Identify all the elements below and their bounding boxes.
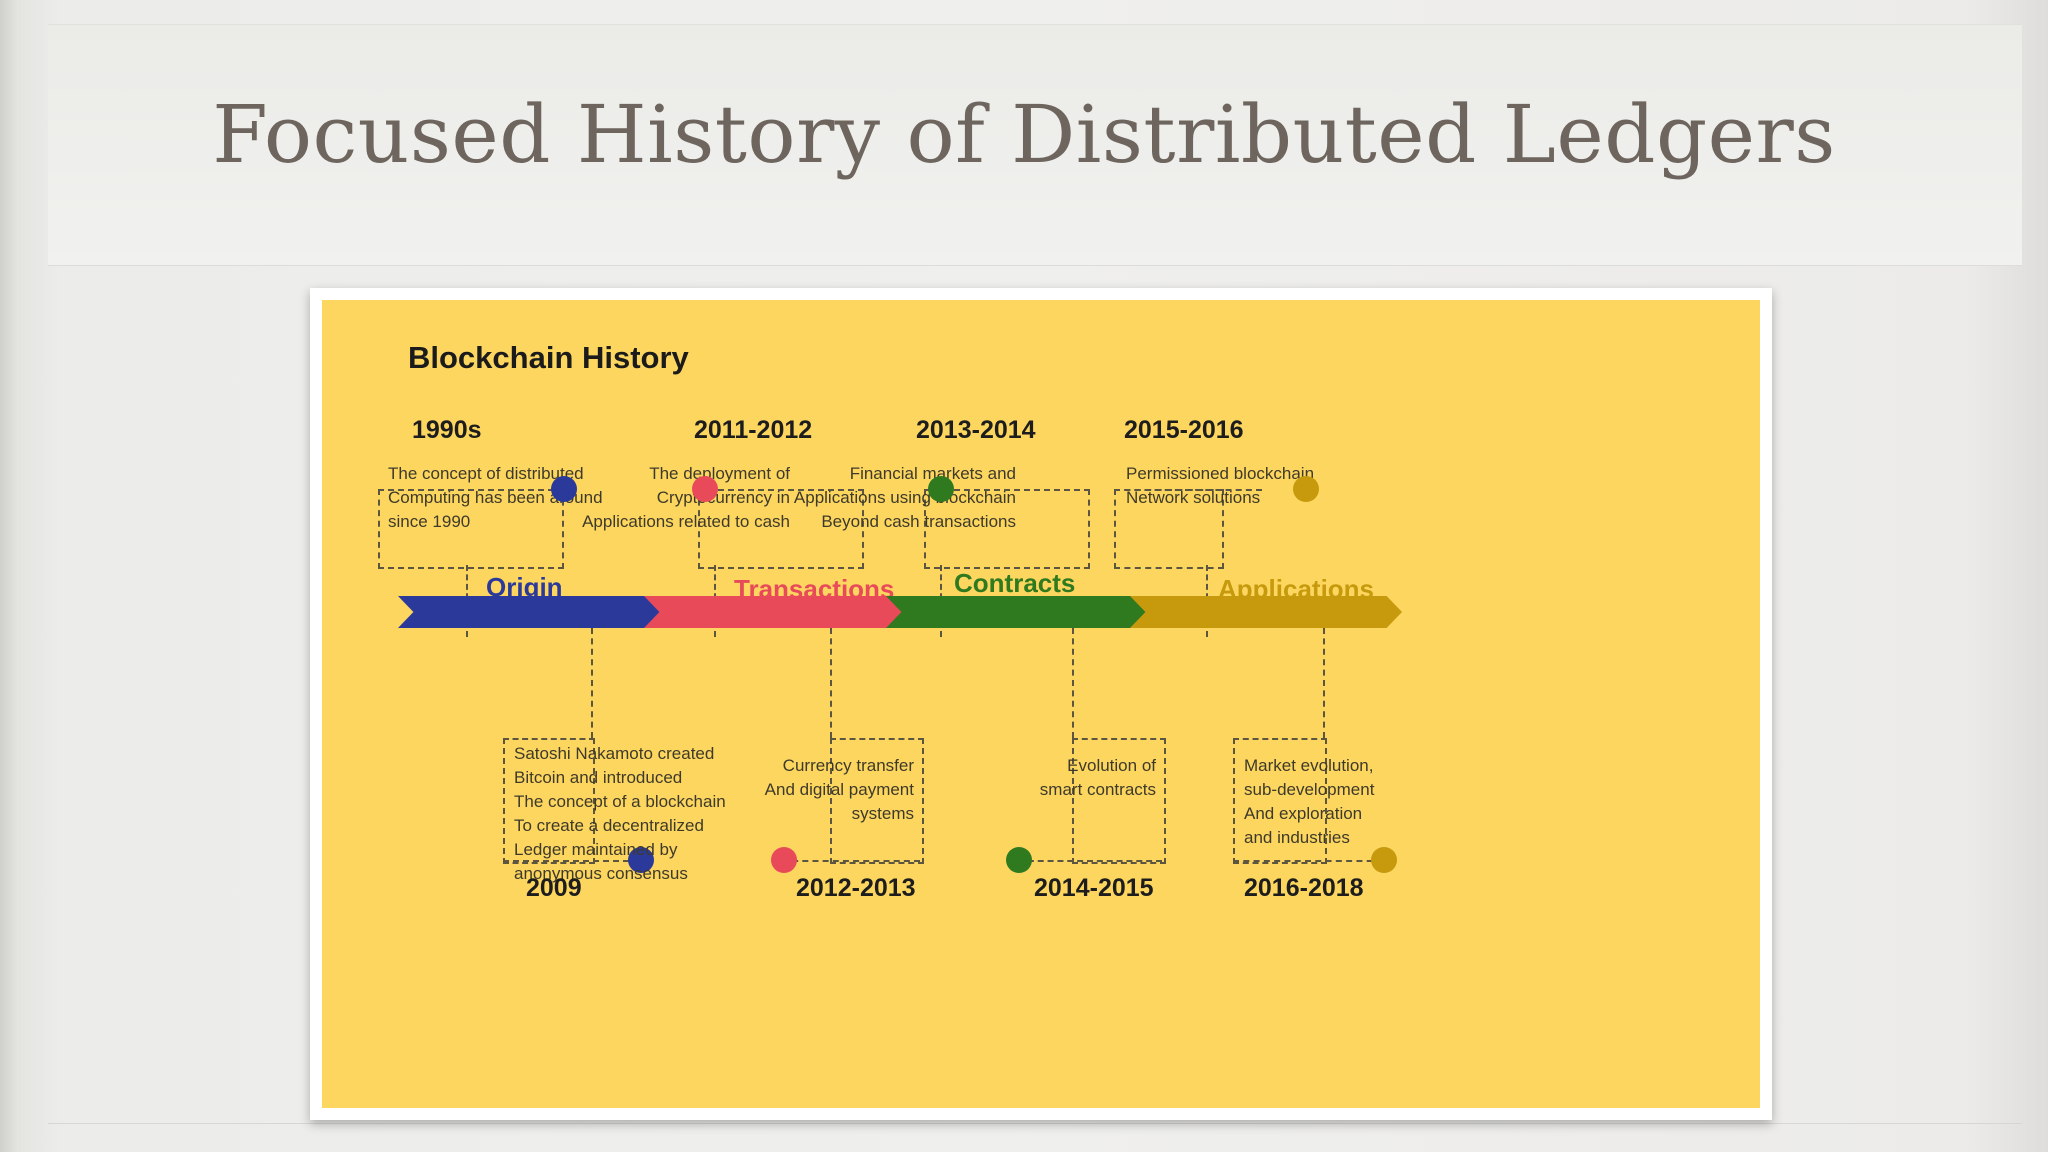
timeline-joint-2013-2014 [925, 596, 957, 628]
year-1990s: 1990s [412, 416, 482, 444]
year-2015-2016: 2015-2016 [1124, 416, 1244, 444]
desc-2016-2018: Market evolution, sub-development And ex… [1244, 756, 1375, 847]
desc-1990s: The concept of distributed Computing has… [388, 464, 603, 531]
connector-1990s-dot [378, 489, 564, 491]
connector-2013-2014 [924, 489, 1090, 569]
connector-2016-2018 [1233, 738, 1327, 864]
desc-2012-2013: Currency transfer And digital payment sy… [764, 756, 914, 823]
timeline-joint-2014-2015 [1057, 596, 1089, 628]
infographic-heading: Blockchain History [408, 340, 689, 375]
connector-2014-2015-stem [1072, 628, 1074, 738]
phase-label-contracts: Contracts [954, 568, 1076, 598]
connector-2014-2015 [1072, 738, 1166, 864]
marker-dot-2009 [628, 847, 654, 873]
desc-2013-2014: Financial markets and Applications using… [793, 464, 1016, 531]
title-band [48, 24, 2022, 266]
desc-2014-2015: Evolution of smart contracts [1039, 756, 1156, 799]
marker-dot-1990s [551, 476, 577, 502]
connector-2009-stem [591, 628, 593, 738]
timeline-joint-1990s [451, 596, 483, 628]
marker-dot-2013-2014 [928, 476, 954, 502]
connector-2009 [503, 738, 595, 864]
marker-dot-2011-2012 [692, 476, 718, 502]
marker-dot-2014-2015 [1006, 847, 1032, 873]
year-2014-2015: 2014-2015 [1034, 874, 1154, 902]
slide-title: Focused History of Distributed Ledgers [212, 88, 1836, 181]
connector-2014-2015-dot [1018, 860, 1162, 862]
year-2013-2014: 2013-2014 [916, 416, 1036, 444]
connector-2009-dot [503, 860, 639, 862]
marker-dot-2016-2018 [1371, 847, 1397, 873]
timeline-joint-2011-2012 [699, 596, 731, 628]
connector-2012-2013 [830, 738, 924, 864]
connector-2012-2013-stem [830, 628, 832, 738]
year-2011-2012: 2011-2012 [694, 416, 813, 444]
image-frame: Blockchain History 1990s 2011-2012 2013-… [310, 288, 1772, 1120]
timeline-joint-2016-2018 [1308, 596, 1340, 628]
desc-2015-2016: Permissioned blockchain Network solution… [1126, 464, 1315, 507]
year-2009: 2009 [526, 874, 582, 902]
connector-2011-2012 [698, 489, 864, 569]
connector-2016-2018-dot [1233, 860, 1383, 862]
slide-divider [48, 1123, 2022, 1124]
connector-2015-2016-dot [1114, 489, 1262, 491]
connector-2012-2013-dot [782, 860, 920, 862]
timeline-joint-2012-2013 [815, 596, 847, 628]
marker-dot-2012-2013 [771, 847, 797, 873]
connector-2016-2018-stem [1323, 628, 1325, 738]
year-2016-2018: 2016-2018 [1244, 874, 1364, 902]
desc-2009: Satoshi Nakamoto created Bitcoin and int… [514, 744, 726, 883]
marker-dot-2015-2016 [1293, 476, 1319, 502]
timeline-joint-2015-2016 [1191, 596, 1223, 628]
timeline-joint-2009 [576, 596, 608, 628]
blockchain-history-infographic: Blockchain History 1990s 2011-2012 2013-… [322, 300, 1760, 1108]
year-2012-2013: 2012-2013 [796, 874, 916, 902]
desc-2011-2012: The deployment of Cryptocurrency in Appl… [582, 464, 790, 531]
